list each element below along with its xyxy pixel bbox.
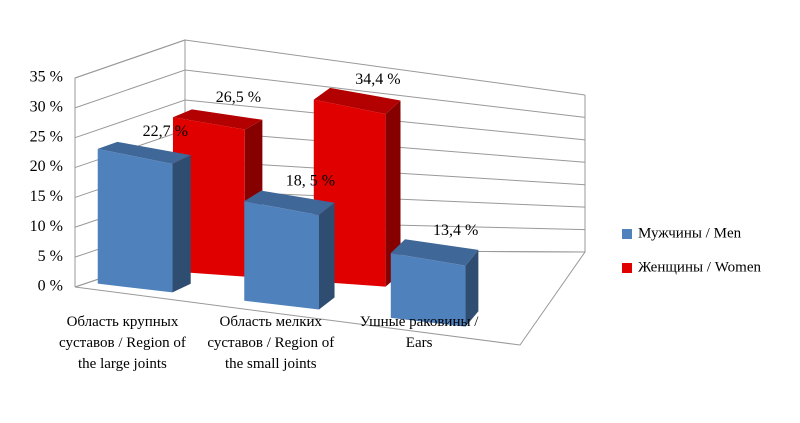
data-label: 34,4 % (355, 71, 400, 88)
y-tick-label: 0 % (38, 278, 63, 295)
y-tick-label: 35 % (30, 69, 63, 86)
grid-line (74, 99, 586, 141)
bar-top (390, 239, 479, 266)
bar-side (318, 202, 335, 310)
data-label: 18, 5 % (286, 173, 335, 190)
data-label: 26,5 % (216, 89, 261, 106)
bar-side (465, 249, 479, 327)
x-tick-label: Область крупных суставов / Region of the… (59, 314, 186, 372)
y-tick-label: 25 % (30, 128, 63, 145)
bar-top (97, 141, 191, 165)
bar (172, 117, 245, 277)
data-label: 22,7 % (143, 123, 188, 140)
bar (97, 148, 173, 293)
data-label: 13,4 % (433, 222, 478, 239)
bar (390, 253, 466, 327)
x-tick-label: Область мелких суставов / Region of the … (207, 314, 335, 372)
bar-side (385, 100, 401, 287)
legend-swatch (622, 229, 632, 239)
legend-label: Женщины / Women (638, 259, 761, 275)
bar-top (313, 87, 401, 115)
x-tick-label: Ушные раковины / Ears (359, 314, 479, 351)
bar-top (172, 109, 263, 130)
legend-swatch (622, 263, 632, 273)
bar (244, 201, 319, 310)
bar-side (172, 155, 191, 293)
grid-line (74, 39, 586, 96)
y-tick-label: 10 % (30, 218, 63, 235)
grid-line (74, 69, 586, 118)
legend-label: Мужчины / Men (638, 225, 742, 241)
y-tick-label: 15 % (30, 188, 63, 205)
y-tick-label: 5 % (38, 248, 63, 265)
y-tick-label: 20 % (30, 158, 63, 175)
y-tick-label: 30 % (30, 99, 63, 116)
bar-top (244, 190, 335, 216)
